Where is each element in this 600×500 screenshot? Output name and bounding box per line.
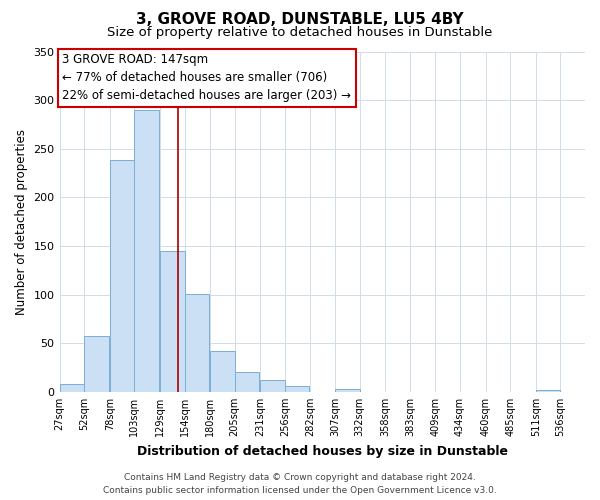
Bar	[285, 386, 310, 392]
Bar	[260, 380, 285, 392]
Text: Contains HM Land Registry data © Crown copyright and database right 2024.
Contai: Contains HM Land Registry data © Crown c…	[103, 474, 497, 495]
Bar	[235, 372, 259, 392]
X-axis label: Distribution of detached houses by size in Dunstable: Distribution of detached houses by size …	[137, 444, 508, 458]
Bar	[210, 351, 235, 392]
Text: Size of property relative to detached houses in Dunstable: Size of property relative to detached ho…	[107, 26, 493, 39]
Bar	[536, 390, 560, 392]
Bar	[160, 251, 185, 392]
Y-axis label: Number of detached properties: Number of detached properties	[15, 128, 28, 314]
Text: 3, GROVE ROAD, DUNSTABLE, LU5 4BY: 3, GROVE ROAD, DUNSTABLE, LU5 4BY	[136, 12, 464, 28]
Bar	[185, 294, 209, 392]
Text: 3 GROVE ROAD: 147sqm
← 77% of detached houses are smaller (706)
22% of semi-deta: 3 GROVE ROAD: 147sqm ← 77% of detached h…	[62, 54, 352, 102]
Bar	[335, 389, 359, 392]
Bar	[134, 110, 159, 392]
Bar	[110, 160, 134, 392]
Bar	[59, 384, 84, 392]
Bar	[84, 336, 109, 392]
